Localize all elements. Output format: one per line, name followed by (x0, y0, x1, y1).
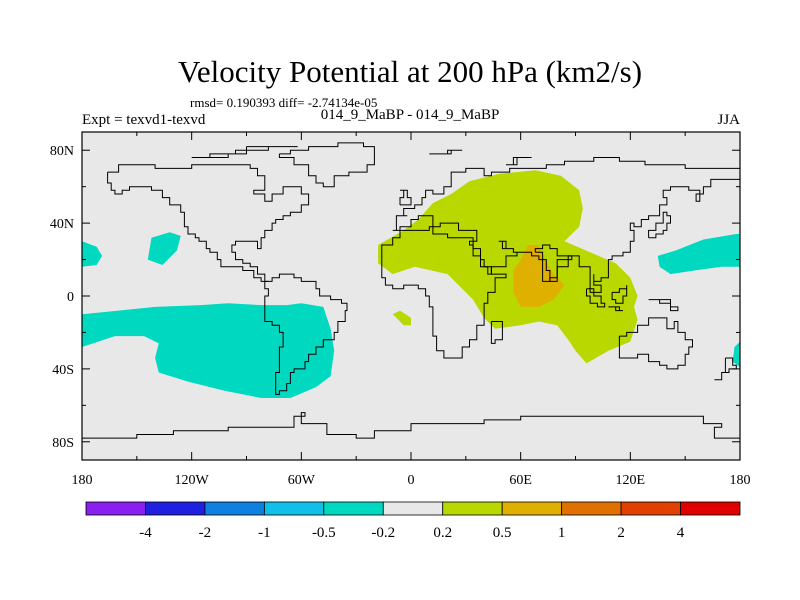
axis-ticks (81, 132, 741, 460)
colorbar: -4 -2 -1 -0.5 -0.2 0.2 0.5 1 2 4 (85, 501, 741, 541)
colorbar-swatch (382, 501, 444, 516)
x-tick-label: 120W (175, 473, 210, 488)
coastline-16 (82, 412, 740, 442)
right-label: JJA (717, 112, 740, 128)
coastline-6 (490, 321, 503, 344)
coastline-9 (608, 306, 623, 312)
x-tick-label: 180 (730, 473, 751, 488)
colorbar-swatch (145, 501, 206, 516)
colorbar-swatch (85, 501, 146, 516)
coastline-2 (264, 273, 348, 395)
coastline-3 (278, 142, 375, 188)
contour-region-7 (392, 310, 411, 326)
colorbar-swatch (323, 501, 384, 516)
stats-label: rmsd= 0.190393 diff= -2.74134e-05 (190, 95, 377, 110)
x-tick-label: 60E (509, 473, 532, 488)
contour-region-6 (378, 170, 638, 364)
colorbar-swatch (561, 501, 622, 516)
colorbar-label: -1 (258, 525, 271, 541)
y-tick-label: 0 (67, 290, 74, 305)
contour-region-8 (513, 245, 565, 307)
coastline-1 (107, 164, 310, 282)
neutral-field-background (82, 132, 740, 460)
colorbar-swatch (501, 501, 563, 516)
x-tick-label: 120E (616, 473, 646, 488)
colorbar-swatch (620, 501, 681, 516)
coastline-10 (611, 285, 628, 304)
coastline-11 (648, 299, 679, 312)
contour-region-1 (82, 303, 335, 398)
colorbar-label: -4 (139, 525, 152, 541)
y-tick-label: 40S (52, 363, 74, 378)
coastline-4 (392, 157, 740, 293)
colorbar-label: -0.5 (312, 525, 336, 541)
coastline-5 (381, 226, 507, 359)
coastline-18 (246, 146, 298, 151)
y-tick-label: 80S (52, 436, 74, 451)
coastline-14 (648, 211, 671, 239)
contour-region-5 (732, 341, 740, 368)
contour-field (82, 132, 740, 460)
colorbar-swatch (680, 501, 741, 516)
x-tick-label: 0 (408, 473, 415, 488)
center-label: 014_9_MaBP - 014_9_MaBP (321, 107, 500, 123)
contour-region-3 (147, 232, 181, 265)
colorbar-swatch (263, 501, 325, 516)
colorbar-swatch (204, 501, 265, 516)
colorbar-label: 4 (677, 525, 685, 541)
coastline-8 (586, 288, 606, 308)
colorbar-label: -0.2 (371, 525, 395, 541)
chart-title: Velocity Potential at 200 hPa (km2/s) (178, 54, 642, 89)
coastline-7 (534, 244, 573, 282)
colorbar-label: 0.5 (493, 525, 512, 541)
coastline-12 (618, 317, 693, 370)
left-label: Expt = texvd1-texvd (82, 112, 206, 128)
axis-tick-labels: 180 120W 60W 0 60E 120E 180 80N 40N 0 40S 80S (50, 144, 751, 488)
y-tick-label: 40N (50, 217, 74, 232)
colorbar-label: 0.2 (433, 525, 452, 541)
y-tick-label: 80N (50, 144, 74, 159)
coastline-13 (714, 357, 737, 381)
x-tick-label: 180 (72, 473, 93, 488)
coastline-15 (399, 189, 412, 206)
coastline-19 (429, 149, 463, 155)
colorbar-label: -2 (199, 525, 212, 541)
contour-region-2 (82, 241, 103, 267)
colorbar-swatch (442, 501, 503, 516)
contour-region-4 (657, 234, 740, 275)
colorbar-label: 2 (617, 525, 625, 541)
colorbar-label: 1 (558, 525, 566, 541)
coastlines (82, 142, 740, 442)
x-tick-label: 60W (288, 473, 316, 488)
coastline-20 (506, 157, 532, 166)
